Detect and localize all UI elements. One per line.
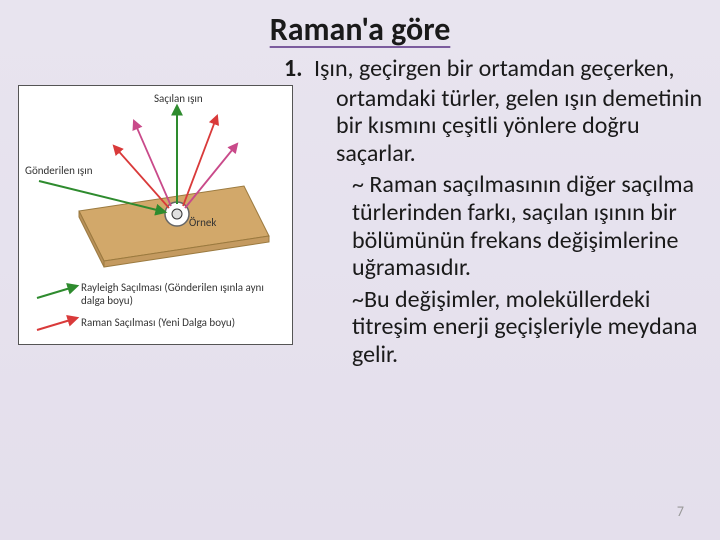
main-paragraph: Işın, geçirgen bir ortamdan geçerken, or…	[314, 54, 702, 168]
legend-raman: Raman Saçılması (Yeni Dalga boyu)	[81, 316, 286, 329]
main-paragraph-row: 1.Işın, geçirgen bir ortamdan geçerken, …	[310, 55, 705, 167]
sub-paragraph-2: ~Bu değişimler, moleküllerdeki titreşim …	[310, 286, 705, 369]
legend-rayleigh: Rayleigh Saçılması (Gönderilen ışınla ay…	[81, 282, 286, 307]
page-number: 7	[677, 503, 684, 520]
label-scattered: Saçılan ışın	[154, 92, 203, 105]
content-block: 1.Işın, geçirgen bir ortamdan geçerken, …	[310, 55, 705, 369]
sub-paragraph-1: ~ Raman saçılmasının diğer saçılma türle…	[310, 171, 705, 281]
page-title: Raman'a göre	[0, 0, 720, 49]
label-incoming: Gönderilen ışın	[25, 164, 93, 177]
scattering-diagram: Gönderilen ışın Saçılan ışın Örnek Rayle…	[18, 85, 293, 345]
label-sample: Örnek	[189, 216, 216, 229]
